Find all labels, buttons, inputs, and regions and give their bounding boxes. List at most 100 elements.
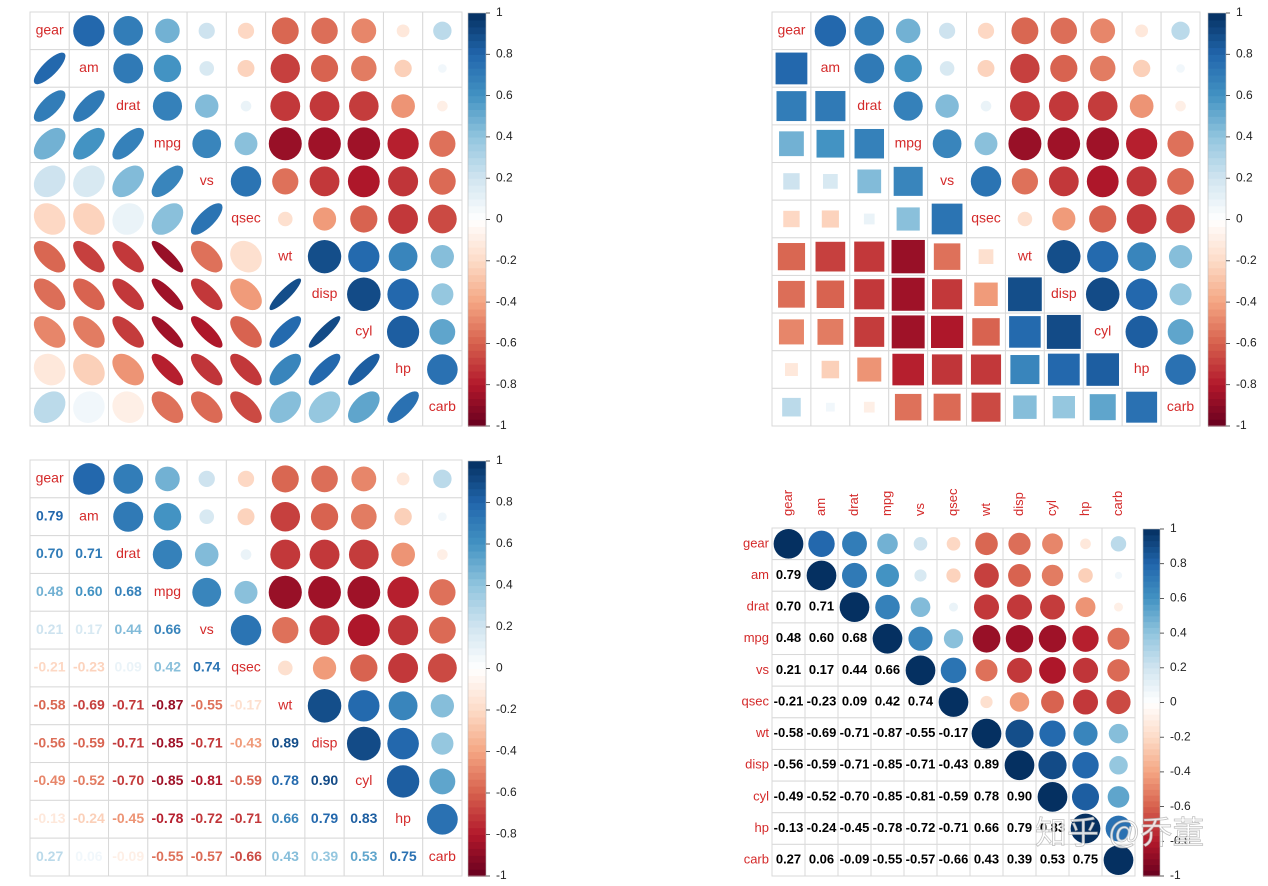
variable-label: carb xyxy=(429,398,456,414)
corr-circle xyxy=(1039,720,1066,747)
corr-square xyxy=(816,280,845,309)
corr-circle xyxy=(1127,242,1157,272)
corr-circle xyxy=(1039,656,1066,684)
colorbar-slice xyxy=(468,751,486,760)
corr-square xyxy=(816,129,845,158)
corr-value: -0.17 xyxy=(939,725,969,740)
colorbar-slice xyxy=(1208,19,1226,28)
cell xyxy=(265,237,306,276)
cell xyxy=(225,686,267,726)
corr-circle xyxy=(1038,751,1067,780)
corr-circle xyxy=(1004,750,1035,781)
colorbar-slice xyxy=(468,157,486,166)
colorbar-slice xyxy=(468,130,486,138)
corr-circle xyxy=(152,91,183,121)
colorbar-slice xyxy=(1208,88,1226,97)
cell xyxy=(804,717,839,750)
colorbar-label: 0.2 xyxy=(1170,660,1187,674)
cell xyxy=(29,837,70,877)
corr-ellipse xyxy=(190,240,223,273)
colorbar-slice xyxy=(468,191,486,200)
colorbar-slice xyxy=(468,302,486,310)
corr-square xyxy=(863,213,875,225)
corr-square xyxy=(863,401,875,413)
colorbar-slice xyxy=(468,233,486,241)
corr-circle xyxy=(240,549,252,560)
corr-square xyxy=(1047,353,1080,386)
colorbar-slice xyxy=(468,40,486,49)
colorbar-slice xyxy=(468,185,486,193)
corr-circle xyxy=(814,15,847,47)
cell xyxy=(903,812,938,845)
corr-circle xyxy=(268,575,302,609)
colorbar-label: 0.4 xyxy=(1236,129,1253,143)
corr-circle xyxy=(348,241,380,273)
cell xyxy=(888,11,929,51)
colorbar-label: -0.4 xyxy=(1236,294,1257,308)
corr-circle xyxy=(1175,100,1186,112)
colorbar-slice xyxy=(468,336,486,344)
corr-ellipse xyxy=(230,391,262,423)
colorbar-slice xyxy=(1208,240,1226,248)
colorbar-slice xyxy=(1143,719,1160,727)
corr-circle xyxy=(271,17,299,45)
corr-circle xyxy=(430,245,454,269)
row-label: disp xyxy=(745,757,769,772)
corr-ellipse xyxy=(112,278,144,311)
colorbar-slice xyxy=(1143,696,1160,704)
colorbar-slice xyxy=(1208,95,1226,104)
corr-circle xyxy=(198,22,215,39)
variable-label: hp xyxy=(395,360,411,376)
column-label: cyl xyxy=(1044,500,1059,516)
corr-value: 0.89 xyxy=(272,734,299,750)
corr-circle xyxy=(972,624,1001,653)
corr-circle xyxy=(938,687,969,717)
corr-circle xyxy=(1050,54,1078,83)
corr-value: -0.71 xyxy=(906,757,936,772)
cell xyxy=(837,780,872,814)
corr-circle xyxy=(895,18,921,44)
colorbar-slice xyxy=(468,357,486,365)
corr-circle xyxy=(198,470,215,488)
colorbar-slice xyxy=(1208,81,1226,90)
corr-value: -0.87 xyxy=(873,725,903,740)
corr-value: 0.70 xyxy=(776,599,801,614)
corr-circle xyxy=(351,503,377,530)
row-label: carb xyxy=(744,852,769,867)
cell xyxy=(29,572,70,612)
colorbar-slice xyxy=(468,488,486,497)
corr-value: 0.79 xyxy=(311,810,338,826)
corr-value: 0.42 xyxy=(875,693,900,708)
corr-circle xyxy=(348,539,379,570)
variable-label: wt xyxy=(277,697,292,713)
colorbar-slice xyxy=(468,54,486,62)
corr-square xyxy=(1046,314,1081,349)
corr-ellipse xyxy=(230,316,262,348)
colorbar-slice xyxy=(1208,136,1226,145)
colorbar-slice xyxy=(468,703,486,711)
colorbar-slice xyxy=(1143,748,1160,756)
corr-circle xyxy=(1008,564,1031,587)
corr-circle xyxy=(350,205,378,233)
corr-circle xyxy=(386,315,420,349)
corr-circle xyxy=(272,616,299,644)
cell xyxy=(927,162,968,201)
corr-circle xyxy=(388,615,419,646)
colorbar-slice xyxy=(468,198,486,207)
variable-label: mpg xyxy=(154,134,181,150)
cell xyxy=(804,748,839,782)
colorbar-slice xyxy=(1143,615,1160,623)
colorbar-slice xyxy=(468,502,486,511)
corr-ellipse xyxy=(190,316,223,348)
colorbar-slice xyxy=(468,848,486,856)
corr-circle xyxy=(194,94,219,118)
corr-square xyxy=(931,354,963,385)
corr-circle xyxy=(270,91,301,121)
corr-value: 0.89 xyxy=(974,757,999,772)
colorbar-slice xyxy=(468,295,486,303)
corr-circle xyxy=(433,469,452,489)
colorbar-slice xyxy=(468,647,486,656)
corr-ellipse xyxy=(112,203,144,235)
corr-square xyxy=(782,397,801,417)
colorbar-slice xyxy=(1208,274,1226,283)
